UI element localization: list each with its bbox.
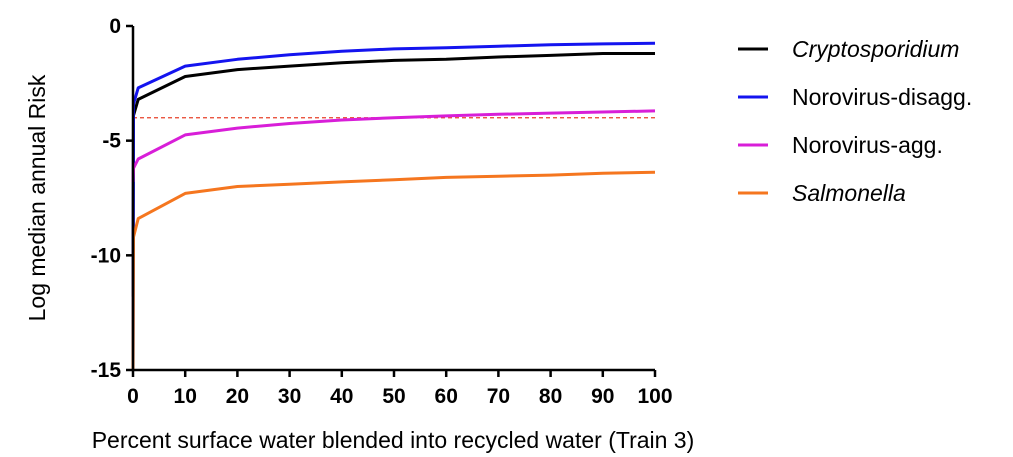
x-tick-label: 40 bbox=[330, 385, 353, 408]
plot-area bbox=[131, 41, 656, 371]
y-tick-label: -10 bbox=[91, 244, 121, 267]
legend-label: Norovirus-agg. bbox=[792, 132, 943, 158]
y-axis-label: Log median annual Risk bbox=[24, 74, 50, 321]
x-tick-label: 90 bbox=[591, 385, 614, 408]
series-line-salmonella bbox=[131, 170, 656, 371]
legend-label: Norovirus-disagg. bbox=[792, 84, 972, 110]
x-tick-label: 30 bbox=[278, 385, 301, 408]
axes: 0 10 20 30 40 50 60 70 80 90 100 -15 -10 -5 0 bbox=[91, 15, 673, 408]
series-line-norovirus-agg bbox=[131, 109, 656, 182]
x-tick-label: 10 bbox=[174, 385, 197, 408]
y-tick-label: 0 bbox=[109, 15, 121, 38]
y-tick-label: -15 bbox=[91, 359, 122, 382]
x-tick-label: 70 bbox=[487, 385, 510, 408]
legend-label: Cryptosporidium bbox=[792, 36, 959, 62]
x-tick-label: 0 bbox=[127, 385, 139, 408]
series-line-cryptosporidium bbox=[131, 52, 655, 297]
x-tick-label: 100 bbox=[637, 385, 672, 408]
legend-label: Salmonella bbox=[792, 180, 906, 206]
y-tick-label: -5 bbox=[102, 130, 121, 153]
x-tick-label: 50 bbox=[382, 385, 405, 408]
x-axis-label: Percent surface water blended into recyc… bbox=[92, 427, 695, 453]
legend: Cryptosporidium Norovirus-disagg. Noroviru… bbox=[738, 36, 972, 206]
x-tick-label: 20 bbox=[226, 385, 249, 408]
x-tick-label: 80 bbox=[539, 385, 562, 408]
series-line-norovirus-disagg bbox=[131, 41, 656, 371]
x-tick-label: 60 bbox=[435, 385, 458, 408]
